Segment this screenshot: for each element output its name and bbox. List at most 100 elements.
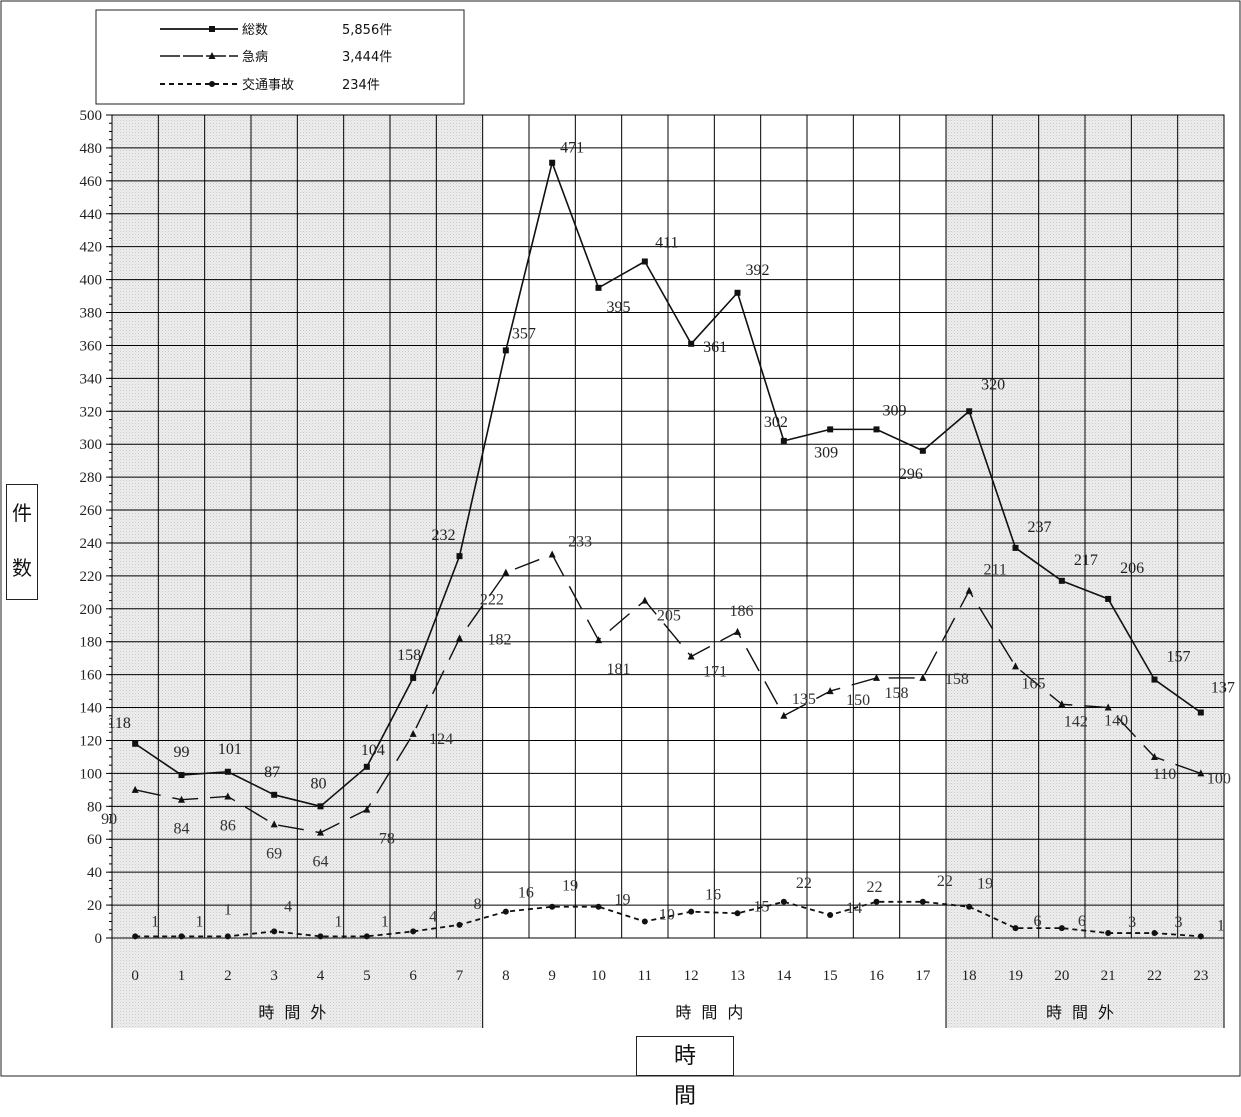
x-tick-label: 20 [1054, 968, 1069, 984]
data-point [409, 729, 417, 737]
y-tick-label: 260 [80, 503, 103, 519]
data-point [687, 652, 695, 660]
x-tick-label: 12 [684, 968, 699, 984]
y-axis-label-char-1: 件 [12, 501, 32, 525]
data-point [224, 792, 232, 800]
data-point [595, 903, 602, 910]
series-line-0 [134, 161, 1202, 808]
legend-name-2: 交通事故 [242, 77, 294, 93]
data-label: 471 [560, 140, 584, 157]
data-point [1151, 930, 1158, 937]
y-tick-label: 200 [80, 602, 103, 618]
data-label: 157 [1167, 649, 1191, 666]
data-label: 19 [615, 892, 631, 909]
data-label: 1 [335, 913, 343, 930]
data-point [131, 785, 139, 793]
data-point [224, 768, 231, 775]
data-point [826, 687, 834, 695]
data-label: 171 [703, 664, 727, 681]
data-label: 110 [1153, 766, 1176, 783]
data-label: 22 [867, 879, 883, 896]
x-tick-label: 10 [591, 968, 606, 984]
data-label: 4 [284, 898, 292, 915]
legend-marker-1 [208, 52, 216, 59]
data-point [919, 673, 927, 681]
data-label: 86 [220, 817, 236, 834]
data-label: 150 [846, 692, 870, 709]
data-label: 158 [945, 671, 969, 688]
y-tick-label: 460 [80, 174, 103, 190]
data-label: 158 [885, 685, 909, 702]
data-point [688, 908, 695, 915]
data-point [456, 634, 463, 642]
data-label: 10 [659, 907, 675, 924]
data-label: 222 [480, 592, 504, 609]
data-point [919, 898, 926, 905]
data-point [178, 772, 185, 779]
data-point [178, 795, 185, 803]
data-label: 1 [1217, 917, 1225, 934]
data-point [132, 740, 139, 747]
data-label: 87 [264, 764, 280, 781]
data-point [827, 911, 834, 918]
data-point [456, 553, 463, 560]
data-point [410, 674, 417, 681]
data-label: 6 [1078, 913, 1086, 930]
legend-box [95, 9, 465, 105]
data-label: 84 [174, 821, 190, 838]
y-tick-label: 400 [80, 273, 103, 289]
data-point [873, 673, 880, 681]
series-0 [132, 159, 1204, 810]
data-point [1012, 662, 1019, 670]
data-label: 411 [655, 234, 678, 251]
data-point [1105, 930, 1112, 937]
y-tick-label: 0 [95, 931, 103, 947]
outer-border [0, 0, 1241, 1077]
x-tick-label: 5 [363, 968, 371, 984]
data-label: 99 [174, 744, 190, 761]
data-point [734, 627, 741, 635]
data-point [502, 908, 509, 915]
x-tick-label: 22 [1147, 968, 1162, 984]
data-point [966, 903, 973, 910]
x-tick-label: 1 [178, 968, 186, 984]
y-tick-label: 160 [80, 668, 103, 684]
x-tick-label: 6 [409, 968, 417, 984]
data-point [178, 933, 185, 940]
data-label: 296 [899, 466, 923, 483]
y-tick-label: 140 [80, 701, 103, 717]
y-tick-label: 380 [80, 306, 103, 322]
data-point [1058, 925, 1065, 932]
data-point [1058, 577, 1065, 584]
data-point [965, 586, 973, 594]
data-label: 182 [488, 631, 512, 648]
period-label-2: 時間外 [1046, 1003, 1124, 1022]
data-point [502, 568, 510, 576]
data-label: 232 [432, 527, 456, 544]
data-point [780, 437, 787, 444]
data-point [873, 426, 880, 433]
data-point [919, 447, 926, 454]
series-line-1 [135, 553, 1202, 834]
data-point [641, 596, 649, 604]
x-tick-label: 23 [1193, 968, 1208, 984]
data-label: 1 [224, 901, 232, 918]
data-label: 64 [313, 854, 329, 871]
period-label-1: 時間内 [675, 1003, 753, 1022]
data-label: 3 [1175, 914, 1183, 931]
y-tick-label: 320 [80, 404, 103, 420]
data-point [780, 711, 788, 719]
data-label: 16 [705, 887, 721, 904]
legend-name-1: 急病 [242, 50, 268, 65]
data-label: 78 [379, 831, 395, 848]
data-point [363, 763, 370, 770]
legend-name-0: 総数 [242, 23, 268, 38]
y-tick-label: 300 [80, 437, 103, 453]
data-label: 140 [1104, 713, 1128, 730]
data-label: 142 [1064, 713, 1088, 730]
x-tick-label: 15 [823, 968, 838, 984]
data-label: 100 [1207, 770, 1231, 787]
data-point [827, 426, 834, 433]
legend-marker-0 [209, 26, 215, 32]
